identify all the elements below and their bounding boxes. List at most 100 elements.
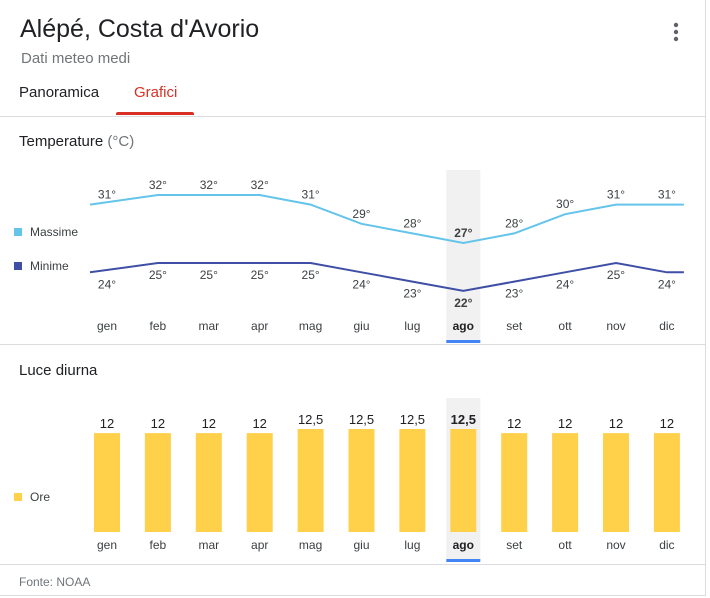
daylight-value-label: 12,5: [400, 412, 425, 427]
max-temp-value-label: 31°: [658, 188, 676, 202]
selected-month-indicator: [446, 340, 481, 343]
divider: [0, 116, 706, 117]
month-tick-label[interactable]: lug: [404, 538, 420, 552]
daylight-bar: [450, 429, 477, 532]
max-temp-value-label: 27°: [454, 226, 472, 240]
legend-hours-label: Ore: [30, 490, 51, 504]
max-temp-value-label: 32°: [149, 178, 167, 192]
max-temp-value-label: 29°: [352, 207, 370, 221]
daylight-value-label: 12,5: [349, 412, 374, 427]
min-temp-value-label: 25°: [200, 268, 218, 282]
min-temp-line: [89, 261, 684, 292]
min-temp-value-label: 24°: [658, 277, 676, 291]
daylight-bar: [94, 433, 120, 532]
daylight-value-label: 12,5: [298, 412, 323, 427]
max-temp-value-label: 30°: [556, 197, 574, 211]
month-tick-label[interactable]: dic: [659, 319, 674, 333]
temperature-chart: 31° 32° 32° 32° 31° 29° 28° 27° 28° 30° 31° 31° 24° 2…: [89, 170, 684, 343]
month-tick-label[interactable]: feb: [150, 538, 167, 552]
month-tick-label[interactable]: ott: [558, 319, 572, 333]
daylight-value-label: 12: [609, 416, 623, 431]
temperature-title: Temperature: [19, 133, 104, 150]
month-tick-label[interactable]: mar: [198, 319, 219, 333]
month-tick-label[interactable]: lug: [404, 319, 420, 333]
min-temp-value-label: 23°: [403, 287, 421, 301]
daylight-bar: [297, 429, 324, 532]
month-tick-label[interactable]: mag: [299, 538, 322, 552]
daylight-bar: [399, 429, 426, 532]
month-tick-label[interactable]: nov: [606, 538, 625, 552]
subtitle: Dati meteo medi: [21, 50, 131, 67]
max-temp-value-label: 28°: [403, 216, 421, 230]
month-tick-label[interactable]: nov: [606, 319, 625, 333]
max-temp-value-label: 31°: [607, 188, 625, 202]
month-tick-label[interactable]: mag: [299, 319, 322, 333]
min-temp-value-label: 24°: [556, 277, 574, 291]
month-tick-label[interactable]: apr: [251, 538, 268, 552]
source-footer: Fonte: NOAA: [19, 575, 91, 589]
daylight-bar: [195, 433, 222, 532]
selected-month-indicator: [446, 559, 481, 562]
more-vert-icon[interactable]: [664, 20, 688, 44]
month-tick-label[interactable]: giu: [353, 319, 369, 333]
month-tick-label[interactable]: gen: [97, 538, 117, 552]
tab-panoramica[interactable]: Panoramica: [19, 84, 100, 101]
max-temp-value-label: 28°: [505, 216, 523, 230]
min-temp-value-label: 25°: [302, 268, 320, 282]
min-temp-value-label: 25°: [251, 268, 269, 282]
selected-month-highlight: [446, 170, 481, 340]
daylight-bar: [653, 433, 680, 532]
daylight-value-label: 12: [660, 416, 674, 431]
legend-max-swatch: [14, 228, 22, 236]
daylight-chart: 12 12 12 12 12,5 12,5 12,5 12,5 12 12 12 12 gen feb ma…: [94, 398, 680, 562]
month-tick-label[interactable]: ago: [453, 319, 474, 333]
daylight-section-title: Luce diurna: [19, 362, 98, 379]
daylight-bar: [603, 433, 629, 532]
month-tick-label[interactable]: set: [506, 538, 523, 552]
daylight-value-label: 12: [202, 416, 216, 431]
legend-min-swatch: [14, 262, 22, 270]
legend-min: Minime: [14, 259, 69, 273]
month-tick-label[interactable]: ott: [558, 538, 572, 552]
max-temp-value-label: 31°: [98, 188, 116, 202]
tab-grafici[interactable]: Grafici: [134, 84, 178, 101]
daylight-value-label: 12: [252, 416, 266, 431]
location-title: Alépé, Costa d'Avorio: [20, 15, 260, 43]
daylight-value-label: 12: [151, 416, 165, 431]
max-temp-value-label: 32°: [251, 178, 269, 192]
daylight-value-label: 12: [100, 416, 114, 431]
legend-hours: Ore: [14, 490, 50, 504]
daylight-value-label: 12: [507, 416, 521, 431]
legend-min-label: Minime: [30, 259, 69, 273]
active-tab-indicator: [116, 112, 194, 115]
legend-hours-swatch: [14, 493, 22, 501]
max-temp-value-label: 32°: [200, 178, 218, 192]
month-tick-label[interactable]: giu: [353, 538, 369, 552]
min-temp-value-label: 25°: [149, 268, 167, 282]
daylight-bar: [246, 433, 273, 532]
month-tick-label[interactable]: mar: [198, 538, 219, 552]
month-tick-label[interactable]: apr: [251, 319, 268, 333]
daylight-bar: [501, 433, 528, 532]
divider: [0, 564, 706, 565]
month-tick-label[interactable]: dic: [659, 538, 674, 552]
daylight-value-label: 12,5: [451, 412, 476, 427]
month-tick-label[interactable]: ago: [453, 538, 474, 552]
daylight-bar: [348, 429, 375, 532]
month-tick-label[interactable]: set: [506, 319, 523, 333]
divider: [0, 344, 706, 345]
min-temp-value-label: 24°: [98, 277, 116, 291]
min-temp-value-label: 22°: [454, 296, 472, 310]
min-temp-value-label: 25°: [607, 268, 625, 282]
daylight-bar: [144, 433, 171, 532]
temperature-section-title: Temperature (°C): [19, 133, 134, 150]
daylight-bar: [552, 433, 579, 532]
min-temp-value-label: 23°: [505, 287, 523, 301]
max-temp-value-label: 31°: [302, 188, 320, 202]
min-temp-value-label: 24°: [352, 277, 370, 291]
month-tick-label[interactable]: feb: [150, 319, 167, 333]
legend-max: Massime: [14, 225, 78, 239]
month-tick-label[interactable]: gen: [97, 319, 117, 333]
legend-max-label: Massime: [30, 225, 79, 239]
